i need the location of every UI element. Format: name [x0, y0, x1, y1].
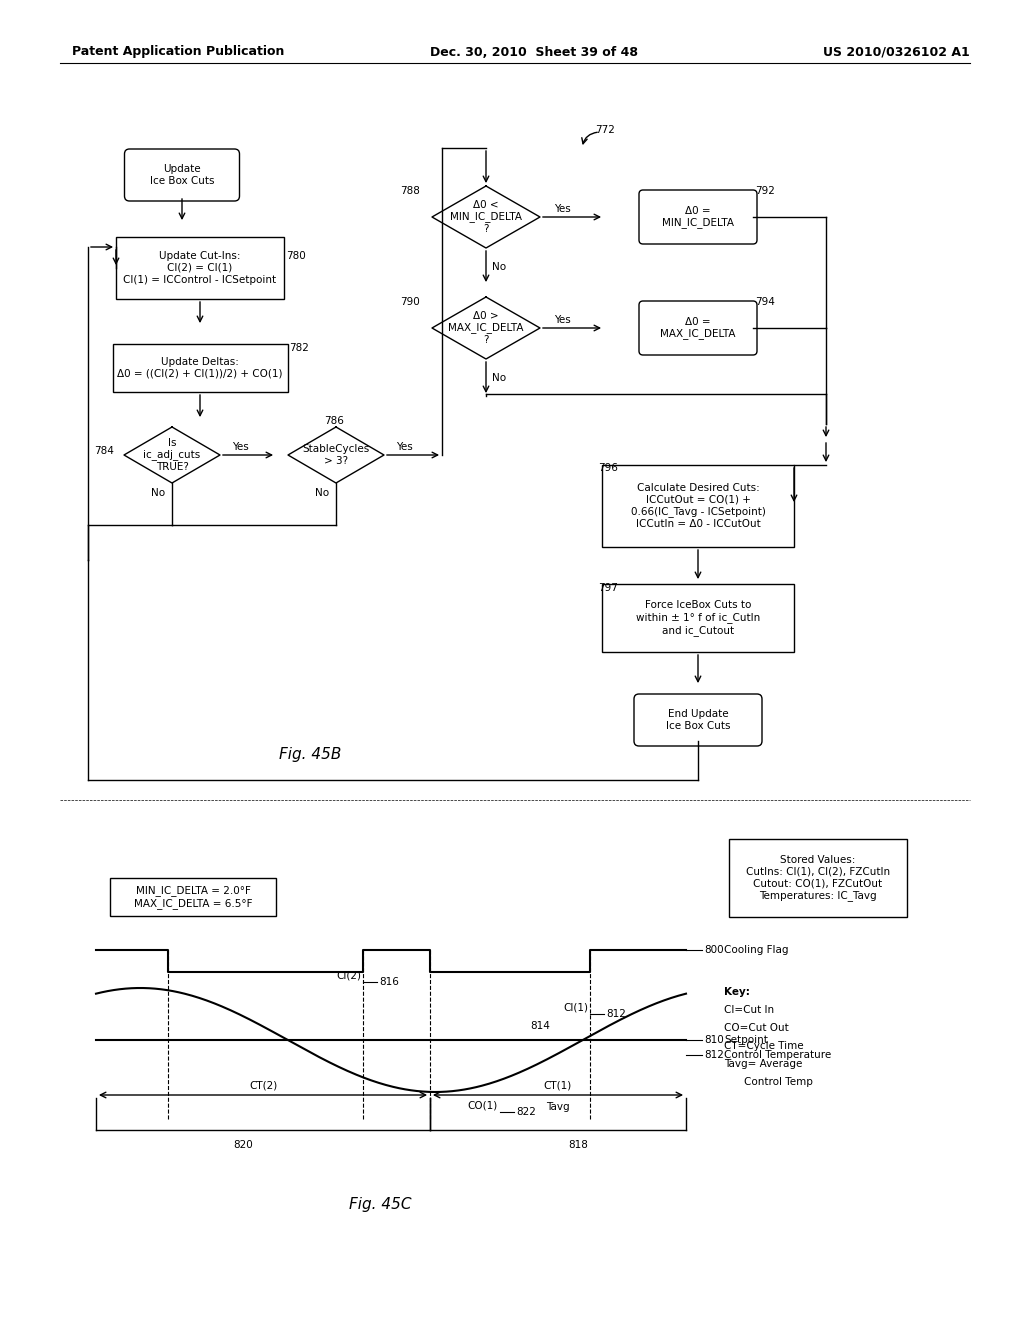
Text: Dec. 30, 2010  Sheet 39 of 48: Dec. 30, 2010 Sheet 39 of 48 [430, 45, 638, 58]
Text: Update Deltas:
Δ0 = ((CI(2) + CI(1))/2) + CO(1): Update Deltas: Δ0 = ((CI(2) + CI(1))/2) … [118, 358, 283, 379]
Text: CT(2): CT(2) [249, 1081, 278, 1092]
Text: Yes: Yes [554, 315, 570, 325]
FancyBboxPatch shape [634, 694, 762, 746]
Polygon shape [288, 426, 384, 483]
Text: CI(2): CI(2) [336, 972, 361, 981]
Text: 814: 814 [530, 1020, 550, 1031]
Text: 792: 792 [755, 186, 775, 195]
Text: End Update
Ice Box Cuts: End Update Ice Box Cuts [666, 709, 730, 731]
Bar [602, 583, 794, 652]
Text: Fig. 45B: Fig. 45B [279, 747, 341, 763]
Text: No: No [492, 374, 506, 383]
Text: Update Cut-Ins:
CI(2) = CI(1)
CI(1) = ICControl - ICSetpoint: Update Cut-Ins: CI(2) = CI(1) CI(1) = IC… [124, 251, 276, 285]
Text: 780: 780 [286, 251, 306, 261]
Text: Yes: Yes [554, 205, 570, 214]
Text: Key:: Key: [724, 987, 750, 997]
Text: Yes: Yes [231, 442, 249, 451]
Text: 810: 810 [705, 1035, 724, 1045]
Text: Cooling Flag: Cooling Flag [724, 945, 788, 954]
Text: Force IceBox Cuts to
within ± 1° f of ic_CutIn
and ic_Cutout: Force IceBox Cuts to within ± 1° f of ic… [636, 601, 760, 635]
Text: 788: 788 [400, 186, 420, 195]
Bar [602, 465, 794, 546]
Text: MIN_IC_DELTA = 2.0°F
MAX_IC_DELTA = 6.5°F: MIN_IC_DELTA = 2.0°F MAX_IC_DELTA = 6.5°… [134, 886, 252, 908]
Text: Δ0 <
MIN_IC_DELTA
?: Δ0 < MIN_IC_DELTA ? [450, 199, 522, 234]
Text: Δ0 =
MAX_IC_DELTA: Δ0 = MAX_IC_DELTA [660, 317, 736, 339]
Text: Δ0 =
MIN_IC_DELTA: Δ0 = MIN_IC_DELTA [662, 206, 734, 228]
Text: Control Temperature: Control Temperature [724, 1049, 831, 1060]
Text: Is
ic_adj_cuts
TRUE?: Is ic_adj_cuts TRUE? [143, 438, 201, 473]
Text: Update
Ice Box Cuts: Update Ice Box Cuts [150, 164, 214, 186]
Polygon shape [432, 186, 540, 248]
Text: StableCycles
> 3?: StableCycles > 3? [302, 445, 370, 466]
FancyBboxPatch shape [639, 301, 757, 355]
Text: Patent Application Publication: Patent Application Publication [72, 45, 285, 58]
Polygon shape [124, 426, 220, 483]
Text: 786: 786 [324, 416, 344, 426]
Text: Fig. 45C: Fig. 45C [349, 1197, 412, 1213]
Text: CT=Cycle Time: CT=Cycle Time [724, 1041, 804, 1051]
Text: US 2010/0326102 A1: US 2010/0326102 A1 [823, 45, 970, 58]
Text: Control Temp: Control Temp [744, 1077, 813, 1086]
Text: 800: 800 [705, 945, 724, 954]
Text: Calculate Desired Cuts:
ICCutOut = CO(1) +
0.66(IC_Tavg - ICSetpoint)
ICCutIn = : Calculate Desired Cuts: ICCutOut = CO(1)… [631, 483, 765, 529]
Text: 772: 772 [595, 125, 614, 135]
Text: No: No [492, 261, 506, 272]
Text: CI=Cut In: CI=Cut In [724, 1005, 774, 1015]
Text: Tavg= Average: Tavg= Average [724, 1059, 803, 1069]
Text: 816: 816 [379, 977, 399, 987]
FancyBboxPatch shape [639, 190, 757, 244]
Text: 794: 794 [755, 297, 775, 308]
Bar [116, 238, 284, 300]
Text: 796: 796 [598, 463, 617, 473]
Text: Setpoint: Setpoint [724, 1035, 768, 1045]
Text: 820: 820 [233, 1140, 253, 1150]
Text: CI(1): CI(1) [563, 1003, 588, 1012]
Bar [113, 345, 288, 392]
Text: Δ0 >
MAX_IC_DELTA
?: Δ0 > MAX_IC_DELTA ? [449, 312, 523, 345]
Text: CT(1): CT(1) [544, 1081, 572, 1092]
Text: 818: 818 [568, 1140, 588, 1150]
Text: 812: 812 [705, 1049, 724, 1060]
Text: 784: 784 [94, 446, 114, 455]
Bar [110, 878, 276, 916]
Text: CO(1): CO(1) [468, 1101, 498, 1111]
Text: 782: 782 [289, 343, 309, 352]
Text: Stored Values:
CutIns: CI(1), CI(2), FZCutIn
Cutout: CO(1), FZCutOut
Temperature: Stored Values: CutIns: CI(1), CI(2), FZC… [745, 855, 890, 900]
Text: CO=Cut Out: CO=Cut Out [724, 1023, 788, 1034]
Text: No: No [151, 488, 165, 498]
Bar [729, 840, 907, 917]
Text: Tavg: Tavg [546, 1102, 569, 1111]
Text: 797: 797 [598, 583, 617, 593]
Text: 822: 822 [516, 1107, 536, 1117]
Text: No: No [315, 488, 329, 498]
FancyBboxPatch shape [125, 149, 240, 201]
Text: 812: 812 [606, 1008, 626, 1019]
Text: Yes: Yes [395, 442, 413, 451]
Text: 790: 790 [400, 297, 420, 308]
Polygon shape [432, 297, 540, 359]
